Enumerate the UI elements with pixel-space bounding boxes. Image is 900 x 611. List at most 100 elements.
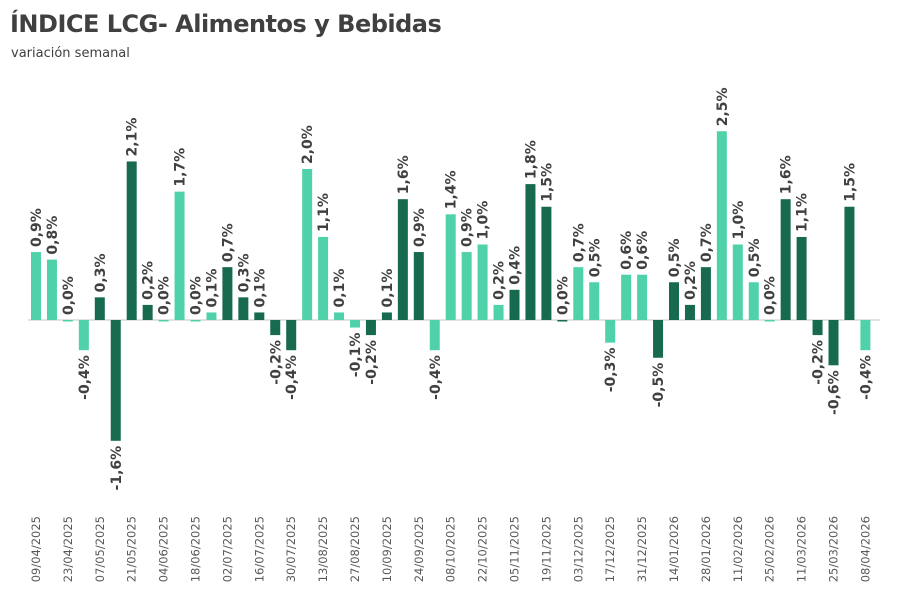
bar: [653, 320, 664, 358]
data-label: 1,1%: [795, 193, 811, 232]
bar: [286, 320, 297, 351]
data-label: 0,0%: [61, 276, 77, 315]
bar: [365, 320, 376, 336]
bar: [605, 320, 616, 343]
bar: [174, 191, 185, 320]
bar: [334, 312, 345, 320]
x-tick-label: 31/12/2025: [635, 516, 649, 582]
data-label: -0,4%: [284, 355, 300, 400]
bar: [573, 267, 584, 320]
bar: [190, 320, 201, 322]
data-label: 0,1%: [204, 269, 220, 308]
bar: [764, 320, 775, 322]
data-label: -0,5%: [651, 363, 667, 408]
data-label: -1,6%: [109, 446, 125, 491]
data-label: -0,4%: [77, 355, 93, 400]
x-tick-label: 24/09/2025: [412, 516, 426, 582]
data-label: 0,2%: [492, 261, 508, 300]
bar: [397, 199, 408, 320]
data-label: -0,2%: [811, 340, 827, 385]
data-label: 0,2%: [141, 261, 157, 300]
x-tick-label: 08/04/2026: [858, 516, 872, 582]
bar: [493, 304, 504, 320]
data-label: 0,0%: [157, 276, 173, 315]
bar: [413, 252, 424, 320]
data-label: -0,2%: [364, 340, 380, 385]
bar: [525, 184, 536, 320]
bar: [78, 320, 89, 351]
bar: [477, 244, 488, 320]
x-tick-label: 05/11/2025: [508, 516, 522, 582]
x-tick-label: 11/03/2026: [795, 516, 809, 582]
bar: [669, 282, 679, 320]
bar: [637, 274, 648, 320]
x-tick-label: 02/07/2025: [220, 516, 234, 582]
x-tick-label: 21/05/2025: [125, 516, 139, 582]
x-tick-label: 10/09/2025: [380, 516, 394, 582]
data-label: 1,0%: [476, 201, 492, 240]
data-label: 0,5%: [747, 238, 763, 277]
bar: [46, 259, 57, 320]
bar: [270, 320, 281, 336]
x-tick-label: 03/12/2025: [571, 516, 585, 582]
x-tick-label: 18/06/2025: [189, 516, 203, 582]
data-label: 0,9%: [29, 208, 45, 247]
data-label: 0,6%: [619, 231, 635, 270]
bar: [828, 320, 839, 366]
data-label: 0,6%: [635, 231, 651, 270]
bar: [684, 304, 695, 320]
data-label: 2,1%: [125, 118, 141, 157]
data-label: -0,2%: [268, 340, 284, 385]
bar: [302, 169, 313, 320]
bar: [748, 282, 759, 320]
bar: [621, 274, 632, 320]
data-label: 0,0%: [763, 276, 779, 315]
data-label: 2,5%: [715, 87, 731, 126]
x-tick-label: 07/05/2025: [93, 516, 107, 582]
x-tick-label: 22/10/2025: [476, 516, 490, 582]
data-label: -0,3%: [603, 348, 619, 393]
data-label: -0,6%: [827, 370, 843, 415]
bar: [860, 320, 871, 351]
bar: [381, 312, 392, 320]
bar: [716, 131, 727, 320]
x-tick-label: 23/04/2025: [61, 516, 75, 582]
x-tick-label: 28/01/2026: [699, 516, 713, 582]
data-label: 0,5%: [667, 238, 683, 277]
bar: [318, 236, 329, 320]
data-label: 1,4%: [444, 170, 460, 209]
bar: [222, 267, 233, 320]
bar: [541, 206, 552, 320]
bar: [700, 267, 711, 320]
data-label: 0,2%: [683, 261, 699, 300]
x-tick-label: 17/12/2025: [603, 516, 617, 582]
x-tick-label: 25/02/2026: [763, 516, 777, 582]
data-label: 0,3%: [93, 254, 109, 293]
x-tick-label: 30/07/2025: [284, 516, 298, 582]
data-label: 1,5%: [539, 163, 555, 202]
bar: [445, 214, 456, 320]
bar: [158, 320, 169, 322]
data-label: 1,0%: [731, 201, 747, 240]
chart-subtitle: variación semanal: [11, 46, 130, 61]
bar: [110, 320, 121, 441]
bar: [350, 320, 360, 328]
data-label: 0,1%: [380, 269, 396, 308]
data-label: 0,1%: [332, 269, 348, 308]
bar: [238, 297, 249, 320]
data-label: 1,5%: [842, 163, 858, 202]
data-label: 0,8%: [45, 216, 61, 255]
data-label: 1,8%: [523, 140, 539, 179]
bar: [142, 304, 153, 320]
data-label: 0,0%: [555, 276, 571, 315]
data-label: -0,1%: [348, 333, 364, 378]
bar: [126, 161, 137, 320]
data-label: 0,7%: [220, 223, 236, 262]
data-label: 0,7%: [699, 223, 715, 262]
bar: [429, 320, 440, 351]
bar: [509, 289, 520, 320]
chart-title: ÍNDICE LCG- Alimentos y Bebidas: [10, 10, 442, 38]
x-tick-label: 14/01/2026: [667, 516, 681, 582]
data-label: 2,0%: [300, 125, 316, 164]
